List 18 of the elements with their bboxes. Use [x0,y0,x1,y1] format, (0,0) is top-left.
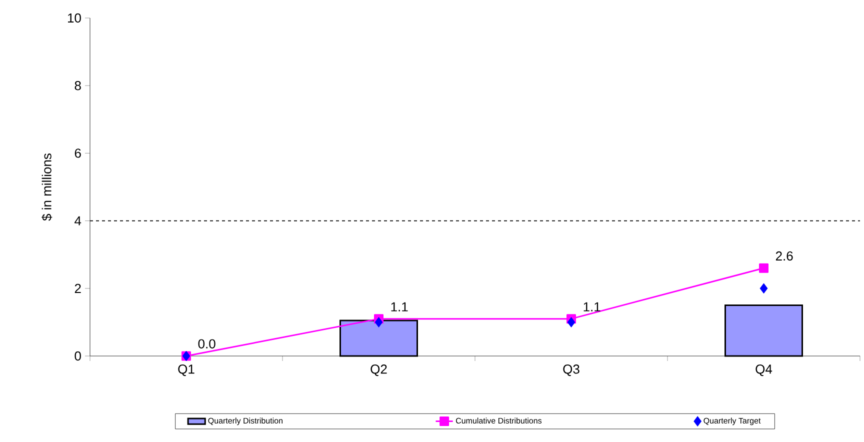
x-tick-label: Q4 [756,364,772,376]
y-tick-label: 4 [74,216,82,226]
legend-label: Cumulative Distributions [456,418,542,424]
legend-label: Quarterly Distribution [208,418,282,426]
y-tick-label: 6 [74,148,81,158]
y-tick-label: 8 [74,80,81,90]
x-tick-label: Q2 [370,364,387,376]
y-tick-label: 0 [74,351,81,361]
y-tick-label: 2 [74,284,81,293]
data-label: 1.1 [391,302,408,312]
y-tick-label: 10 [68,13,81,23]
data-label: 1.1 [584,302,600,312]
x-tick-label: Q3 [563,364,580,376]
data-label: 0.0 [198,339,216,348]
legend-label: Quarterly Target [704,418,761,426]
y-axis-title: $ in millions [42,154,52,221]
x-tick-label: Q1 [178,364,194,376]
data-label: 2.6 [776,251,793,261]
